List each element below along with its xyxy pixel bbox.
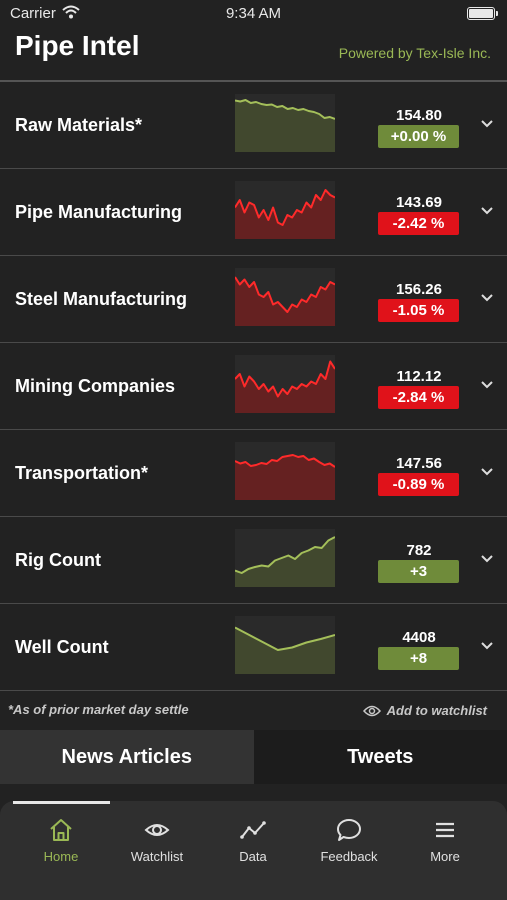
- home-icon: [50, 819, 72, 841]
- row-pipe-manufacturing[interactable]: Pipe Manufacturing 143.69 -2.42 %: [0, 169, 507, 256]
- header-divider: [0, 80, 507, 82]
- change-badge: +8: [378, 647, 459, 670]
- add-to-watchlist-button[interactable]: Add to watchlist: [362, 703, 487, 718]
- row-label: Well Count: [15, 637, 109, 657]
- nav-label: Watchlist: [130, 849, 184, 864]
- sparkline: [235, 94, 335, 152]
- sparkline: [235, 442, 335, 500]
- sparkline-background: [235, 616, 335, 674]
- tab-tweets[interactable]: Tweets: [253, 730, 507, 784]
- sparkline-line: [235, 536, 335, 574]
- sparkline-area: [235, 277, 335, 326]
- nav-more[interactable]: More: [397, 817, 493, 864]
- tab-news-articles[interactable]: News Articles: [0, 730, 254, 784]
- bottom-nav: Home Watchlist Data Feedback More: [0, 801, 507, 900]
- sparkline-area: [235, 361, 335, 413]
- chevron-down-icon[interactable]: [480, 291, 494, 305]
- nav-data[interactable]: Data: [205, 817, 301, 864]
- chevron-down-icon[interactable]: [480, 117, 494, 131]
- menu-icon: [436, 822, 454, 838]
- nav-label: Home: [43, 849, 79, 864]
- chevron-down-icon[interactable]: [480, 552, 494, 566]
- change-badge: +3: [378, 560, 459, 583]
- sparkline-line: [235, 99, 335, 120]
- eye-icon: [144, 824, 170, 836]
- sparkline-area: [235, 455, 335, 500]
- nav-label: More: [430, 849, 460, 864]
- row-well-count[interactable]: Well Count 4408 +8: [0, 604, 507, 691]
- row-value: 154.80: [396, 107, 442, 124]
- row-label: Raw Materials*: [15, 115, 143, 135]
- sparkline-background: [235, 529, 335, 587]
- row-value: 112.12: [396, 368, 442, 385]
- eye-icon: [362, 705, 381, 716]
- row-rig-count[interactable]: Rig Count 782 +3: [0, 517, 507, 604]
- nav-active-indicator: [13, 801, 110, 804]
- chevron-down-icon[interactable]: [480, 378, 494, 392]
- row-value: 782: [406, 542, 432, 559]
- row-label: Transportation*: [15, 463, 149, 483]
- indicator-list: Raw Materials* 154.80 +0.00 % Pipe Manuf…: [0, 82, 507, 691]
- sparkline-area: [235, 100, 335, 152]
- change-badge: -1.05 %: [378, 299, 459, 322]
- sparkline: [235, 616, 335, 674]
- add-to-watchlist-label: Add to watchlist: [386, 703, 487, 718]
- sparkline-area: [235, 537, 335, 587]
- row-steel-manufacturing[interactable]: Steel Manufacturing 156.26 -1.05 %: [0, 256, 507, 343]
- sparkline-line: [235, 360, 335, 398]
- change-badge: -2.42 %: [378, 212, 459, 235]
- row-label: Pipe Manufacturing: [15, 202, 183, 222]
- row-label: Steel Manufacturing: [15, 289, 188, 309]
- row-raw-materials[interactable]: Raw Materials* 154.80 +0.00 %: [0, 82, 507, 169]
- battery-icon: [467, 7, 498, 20]
- row-value: 156.26: [396, 281, 442, 298]
- row-value: 147.56: [396, 455, 442, 472]
- change-badge: +0.00 %: [378, 125, 459, 148]
- change-badge: -0.89 %: [378, 473, 459, 496]
- carrier-label: Carrier: [10, 5, 56, 22]
- chevron-down-icon[interactable]: [480, 465, 494, 479]
- chevron-down-icon[interactable]: [480, 204, 494, 218]
- sparkline: [235, 181, 335, 239]
- chart-line-icon: [240, 821, 266, 839]
- sparkline-line: [235, 189, 335, 226]
- app-title: Pipe Intel: [15, 30, 140, 61]
- nav-home[interactable]: Home: [13, 817, 109, 864]
- sparkline-area: [235, 627, 335, 674]
- sparkline: [235, 529, 335, 587]
- sparkline: [235, 355, 335, 413]
- row-label: Rig Count: [15, 550, 101, 570]
- nav-watchlist[interactable]: Watchlist: [109, 817, 205, 864]
- nav-label: Data: [239, 849, 267, 864]
- row-value: 4408: [402, 629, 436, 646]
- nav-feedback[interactable]: Feedback: [301, 817, 397, 864]
- row-label: Mining Companies: [15, 376, 176, 396]
- sparkline-line: [235, 626, 335, 651]
- sparkline-line: [235, 276, 335, 313]
- chevron-down-icon[interactable]: [480, 639, 494, 653]
- change-badge: -2.84 %: [378, 386, 459, 409]
- footnote: *As of prior market day settle: [8, 702, 189, 717]
- row-mining-companies[interactable]: Mining Companies 112.12 -2.84 %: [0, 343, 507, 430]
- chat-bubble-icon: [337, 819, 361, 841]
- sparkline-line: [235, 454, 335, 468]
- row-transportation[interactable]: Transportation* 147.56 -0.89 %: [0, 430, 507, 517]
- wifi-icon: [62, 5, 80, 19]
- status-time: 9:34 AM: [225, 5, 282, 22]
- powered-by-link[interactable]: Powered by Tex-Isle Inc.: [338, 45, 491, 61]
- content-tabs: News Articles Tweets: [0, 730, 507, 784]
- status-bar: Carrier 9:34 AM: [0, 0, 507, 28]
- nav-label: Feedback: [320, 849, 378, 864]
- sparkline-area: [235, 190, 335, 239]
- row-value: 143.69: [396, 194, 442, 211]
- sparkline: [235, 268, 335, 326]
